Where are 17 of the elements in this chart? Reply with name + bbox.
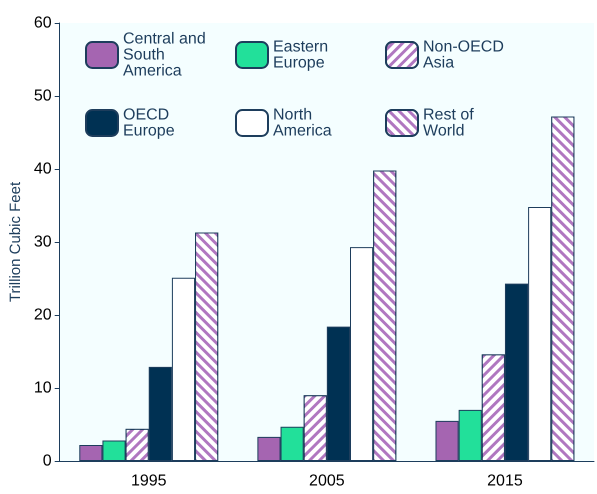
y-tick-label: 60 bbox=[34, 14, 52, 32]
x-tick-label: 2015 bbox=[487, 472, 523, 490]
x-tick-label: 1995 bbox=[130, 472, 167, 490]
y-tick-label: 40 bbox=[34, 160, 52, 178]
legend-label: OECD Europe bbox=[123, 106, 175, 140]
legend-label: Rest of World bbox=[423, 106, 478, 140]
y-tick-label: 10 bbox=[34, 380, 52, 396]
y-axis-title: Trillion Cubic Feet bbox=[7, 181, 24, 302]
y-tick-label: 50 bbox=[34, 88, 52, 104]
legend-label: North America bbox=[273, 106, 332, 140]
legend-label: Eastern Europe bbox=[273, 38, 333, 72]
x-tick-label: 2005 bbox=[309, 472, 345, 490]
legend-label: Non-OECD Asia bbox=[423, 38, 508, 72]
y-tick-label: 30 bbox=[34, 234, 52, 250]
y-tick-label: 0 bbox=[42, 452, 52, 470]
y-tick-label: 20 bbox=[34, 306, 52, 324]
legend-label: Central and South America bbox=[123, 30, 210, 80]
